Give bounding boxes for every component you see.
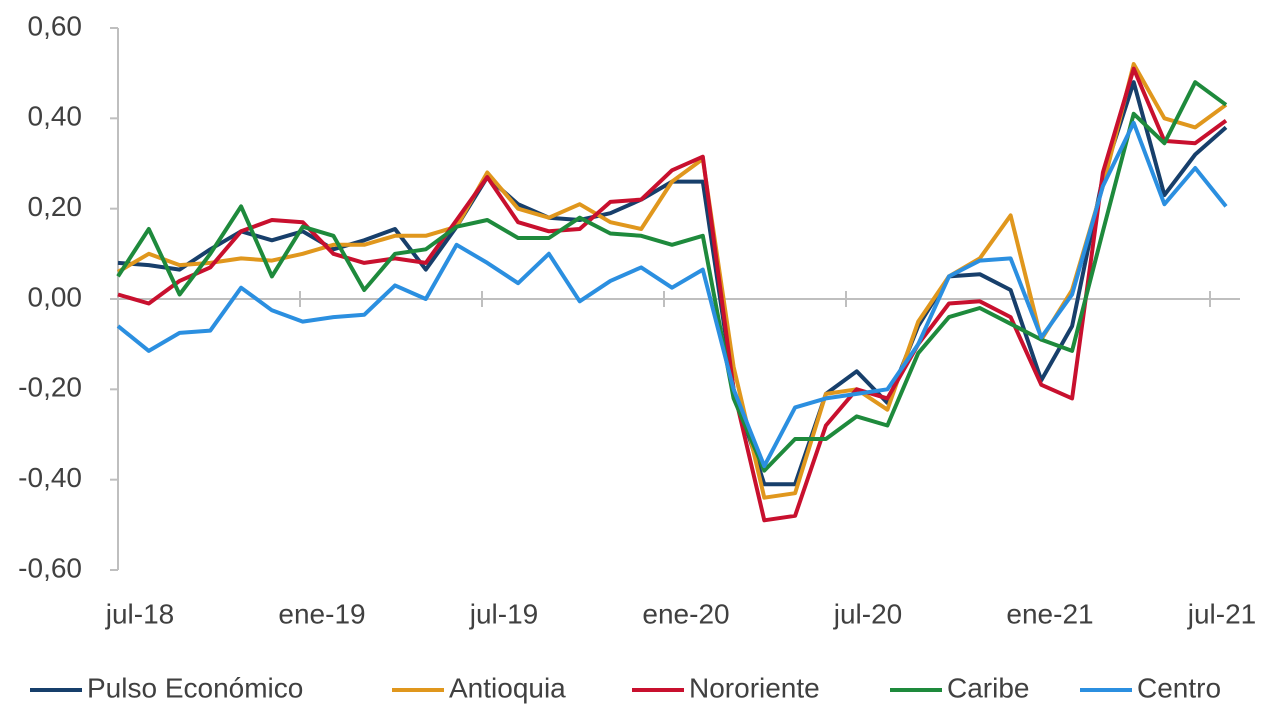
y-tick-label: 0,00 [28, 281, 83, 312]
x-tick-label: jul-21 [1187, 598, 1256, 629]
x-tick-label: ene-19 [278, 598, 365, 629]
x-tick-label: jul-20 [833, 598, 902, 629]
series-line [117, 80, 1228, 487]
legend-label: Antioquia [449, 672, 566, 703]
series-line [116, 120, 1228, 469]
y-tick-label: -0,20 [18, 372, 82, 403]
series-line [117, 66, 1228, 523]
y-tick-label: 0,40 [28, 101, 83, 132]
y-tick-label: -0,40 [18, 462, 82, 493]
x-tick-label: jul-18 [105, 598, 174, 629]
y-tick-label: 0,60 [28, 10, 83, 41]
legend-label: Nororiente [689, 672, 820, 703]
legend-label: Caribe [947, 672, 1029, 703]
series-line [116, 62, 1228, 500]
series-line [116, 80, 1228, 473]
legend-label: Centro [1137, 672, 1221, 703]
x-tick-label: ene-21 [1006, 598, 1093, 629]
legend-label: Pulso Económico [87, 672, 303, 703]
x-tick-label: jul-19 [469, 598, 538, 629]
x-tick-label: ene-20 [642, 598, 729, 629]
y-tick-label: -0,60 [18, 552, 82, 583]
y-tick-label: 0,20 [28, 191, 83, 222]
